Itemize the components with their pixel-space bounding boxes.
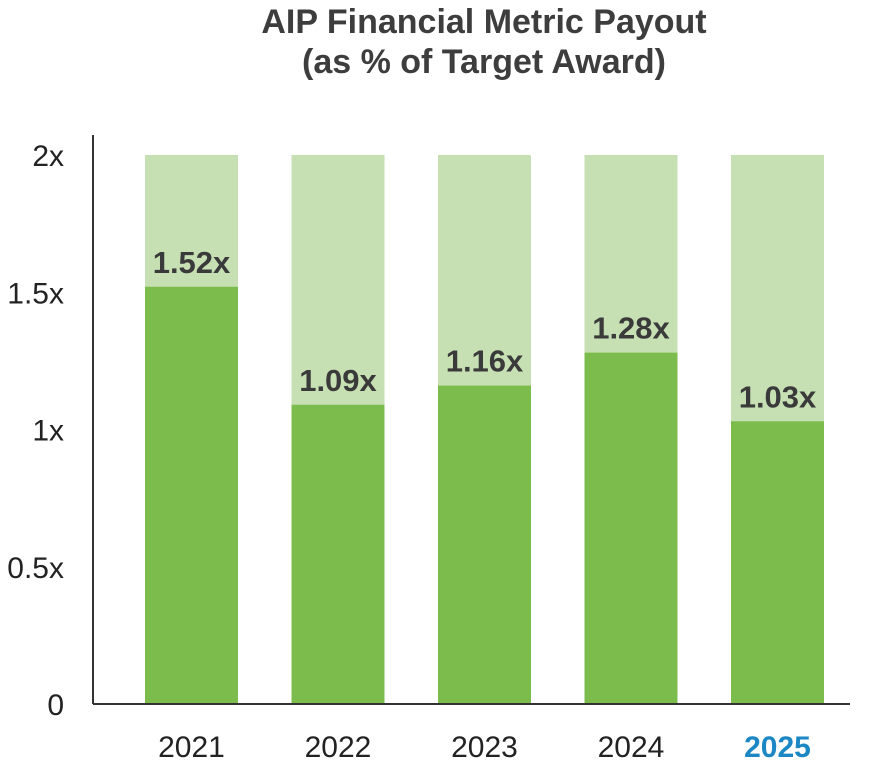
data-label-2022: 1.09x (299, 363, 377, 398)
data-label-2023: 1.16x (446, 344, 524, 379)
x-tick-label-2023: 2023 (451, 731, 518, 764)
chart-title-line-1: AIP Financial Metric Payout (261, 3, 707, 41)
x-tick-label-2024: 2024 (598, 731, 665, 764)
bar-2024 (584, 352, 678, 704)
y-tick-label-0-5x: 0.5x (7, 552, 64, 585)
data-label-2021: 1.52x (153, 245, 231, 280)
x-tick-label-2022: 2022 (305, 731, 372, 764)
y-tick-label-2x: 2x (32, 140, 64, 173)
bar-2022 (291, 404, 385, 704)
y-tick-label-0: 0 (47, 689, 64, 722)
bar-2025 (731, 421, 824, 704)
x-tick-label-2025: 2025 (744, 731, 811, 764)
bar-2023 (438, 385, 531, 704)
chart-title: AIP Financial Metric Payout (as % of Tar… (0, 2, 875, 82)
bar-2021 (145, 286, 238, 704)
y-tick-label-1x: 1x (32, 415, 64, 448)
data-label-2024: 1.28x (592, 311, 670, 346)
data-label-2025: 1.03x (739, 379, 817, 414)
x-tick-label-2021: 2021 (158, 731, 225, 764)
chart-title-line-2: (as % of Target Award) (302, 43, 666, 81)
y-tick-label-1-5x: 1.5x (7, 277, 64, 310)
